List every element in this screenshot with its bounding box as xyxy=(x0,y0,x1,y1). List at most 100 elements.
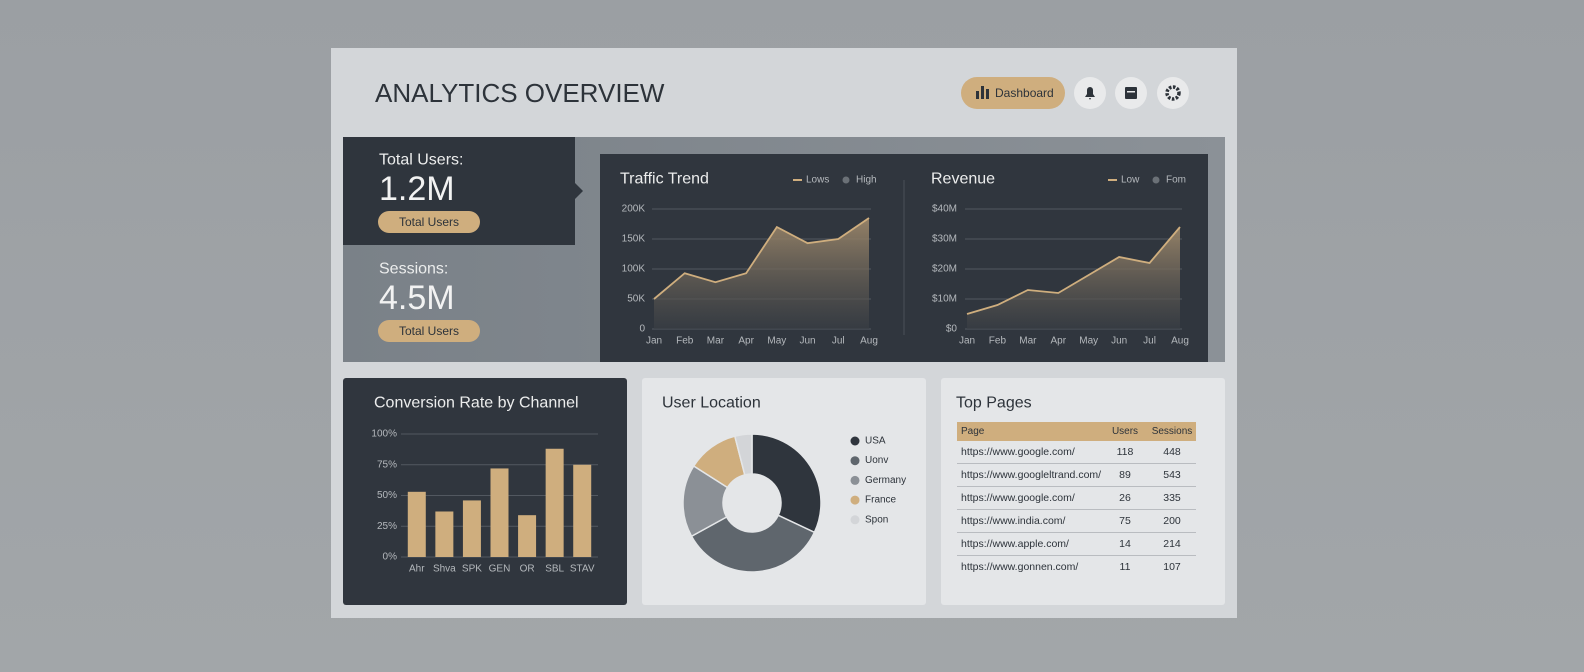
table-cell: 448 xyxy=(1163,446,1181,458)
y-tick-label: 0% xyxy=(383,552,398,563)
y-tick-label: $40M xyxy=(932,204,957,215)
y-tick-label: 75% xyxy=(377,459,397,470)
gear-icon xyxy=(1165,85,1181,101)
legend-swatch xyxy=(1152,176,1160,184)
x-tick-label: May xyxy=(1079,336,1098,347)
legend-label: USA xyxy=(865,436,886,447)
legend-label: Fom xyxy=(1166,175,1186,186)
table-cell: 214 xyxy=(1163,538,1181,550)
bar xyxy=(490,468,509,557)
y-tick-label: $10M xyxy=(932,294,957,305)
x-tick-label: Feb xyxy=(676,336,694,347)
table-cell: 26 xyxy=(1119,492,1131,504)
column-header: Users xyxy=(1112,426,1138,437)
kpi-button[interactable] xyxy=(378,320,480,342)
x-tick-label: May xyxy=(767,336,786,347)
kpi-button-label[interactable]: Total Users xyxy=(399,215,459,229)
table-cell: https://www.google.com/ xyxy=(961,492,1075,504)
table-header xyxy=(957,422,1196,441)
legend-label: Low xyxy=(1121,175,1140,186)
bell-icon xyxy=(1085,87,1095,100)
x-tick-label: Apr xyxy=(1051,336,1067,347)
legend-swatch xyxy=(850,495,860,505)
legend-swatch xyxy=(850,475,860,485)
kpi-value: 4.5M xyxy=(379,279,455,317)
x-tick-label: GEN xyxy=(489,564,511,575)
column-header: Sessions xyxy=(1152,426,1193,437)
x-tick-label: Aug xyxy=(860,336,878,347)
y-tick-label: $0 xyxy=(946,324,958,335)
pie-slice xyxy=(751,433,822,534)
chart-icon xyxy=(976,86,989,99)
area-fill xyxy=(654,218,869,329)
kpi-label: Total Users: xyxy=(379,152,463,169)
bar xyxy=(518,515,537,557)
table-cell: 14 xyxy=(1119,538,1131,550)
report-icon xyxy=(1125,87,1137,99)
x-tick-label: Jul xyxy=(1143,336,1156,347)
table-cell: https://www.india.com/ xyxy=(961,515,1066,527)
legend-label: France xyxy=(865,495,897,506)
x-tick-label: Jan xyxy=(959,336,975,347)
table-title: Top Pages xyxy=(956,395,1032,412)
report-icon-line xyxy=(1127,91,1135,93)
legend-label: High xyxy=(856,175,877,186)
x-tick-label: Feb xyxy=(989,336,1007,347)
kpi-pointer xyxy=(575,183,583,199)
chart-title: User Location xyxy=(662,395,761,412)
pie-slice xyxy=(690,514,816,573)
y-tick-label: 200K xyxy=(622,204,646,215)
legend-swatch xyxy=(842,176,850,184)
legend-swatch xyxy=(850,515,860,525)
bar xyxy=(462,500,481,557)
x-tick-label: Jun xyxy=(800,336,816,347)
kpi-label: Sessions: xyxy=(379,261,448,278)
table-cell: https://www.gonnen.com/ xyxy=(961,561,1078,573)
dashboard-button[interactable] xyxy=(961,77,1065,109)
x-tick-label: Ahr xyxy=(409,564,425,575)
y-tick-label: $20M xyxy=(932,264,957,275)
series-line xyxy=(653,217,870,300)
chart-title: Traffic Trend xyxy=(620,171,709,188)
x-tick-label: Shva xyxy=(433,564,456,575)
y-tick-label: 25% xyxy=(377,521,397,532)
x-tick-label: Jun xyxy=(1111,336,1127,347)
x-tick-label: Mar xyxy=(707,336,725,347)
page-title: ANALYTICS OVERVIEW xyxy=(375,78,665,108)
x-tick-label: OR xyxy=(520,564,535,575)
settings-button[interactable] xyxy=(1157,77,1189,109)
x-tick-label: SPK xyxy=(462,564,482,575)
legend-label: Uonv xyxy=(865,455,888,466)
x-tick-label: Jan xyxy=(646,336,662,347)
x-tick-label: STAV xyxy=(570,564,595,575)
y-tick-label: 100% xyxy=(371,429,397,440)
x-tick-label: Mar xyxy=(1019,336,1037,347)
table-cell: 543 xyxy=(1163,469,1181,481)
y-tick-label: 150K xyxy=(622,234,646,245)
x-tick-label: Jul xyxy=(832,336,845,347)
chart-title: Conversion Rate by Channel xyxy=(374,395,579,412)
area-fill xyxy=(967,227,1180,329)
bar xyxy=(545,448,564,557)
chart-title: Revenue xyxy=(931,171,995,188)
bar xyxy=(407,491,426,557)
y-tick-label: 0 xyxy=(639,324,645,335)
legend-swatch xyxy=(850,436,860,446)
y-tick-label: 50K xyxy=(627,294,645,305)
table-cell: 89 xyxy=(1119,469,1131,481)
y-tick-label: 100K xyxy=(622,264,646,275)
dashboard-button-label[interactable]: Dashboard xyxy=(995,86,1054,100)
legend-label: Spon xyxy=(865,514,888,525)
table-cell: 11 xyxy=(1120,561,1131,573)
kpi-button-label[interactable]: Total Users xyxy=(399,324,459,338)
table-cell: 75 xyxy=(1119,515,1131,527)
kpi-button[interactable] xyxy=(378,211,480,233)
x-tick-label: SBL xyxy=(545,564,564,575)
table-cell: https://www.apple.com/ xyxy=(961,538,1069,550)
legend-swatch xyxy=(850,456,860,466)
x-tick-label: Aug xyxy=(1171,336,1189,347)
table-cell: https://www.googleltrand.com/ xyxy=(961,469,1101,481)
column-header: Page xyxy=(961,426,985,437)
